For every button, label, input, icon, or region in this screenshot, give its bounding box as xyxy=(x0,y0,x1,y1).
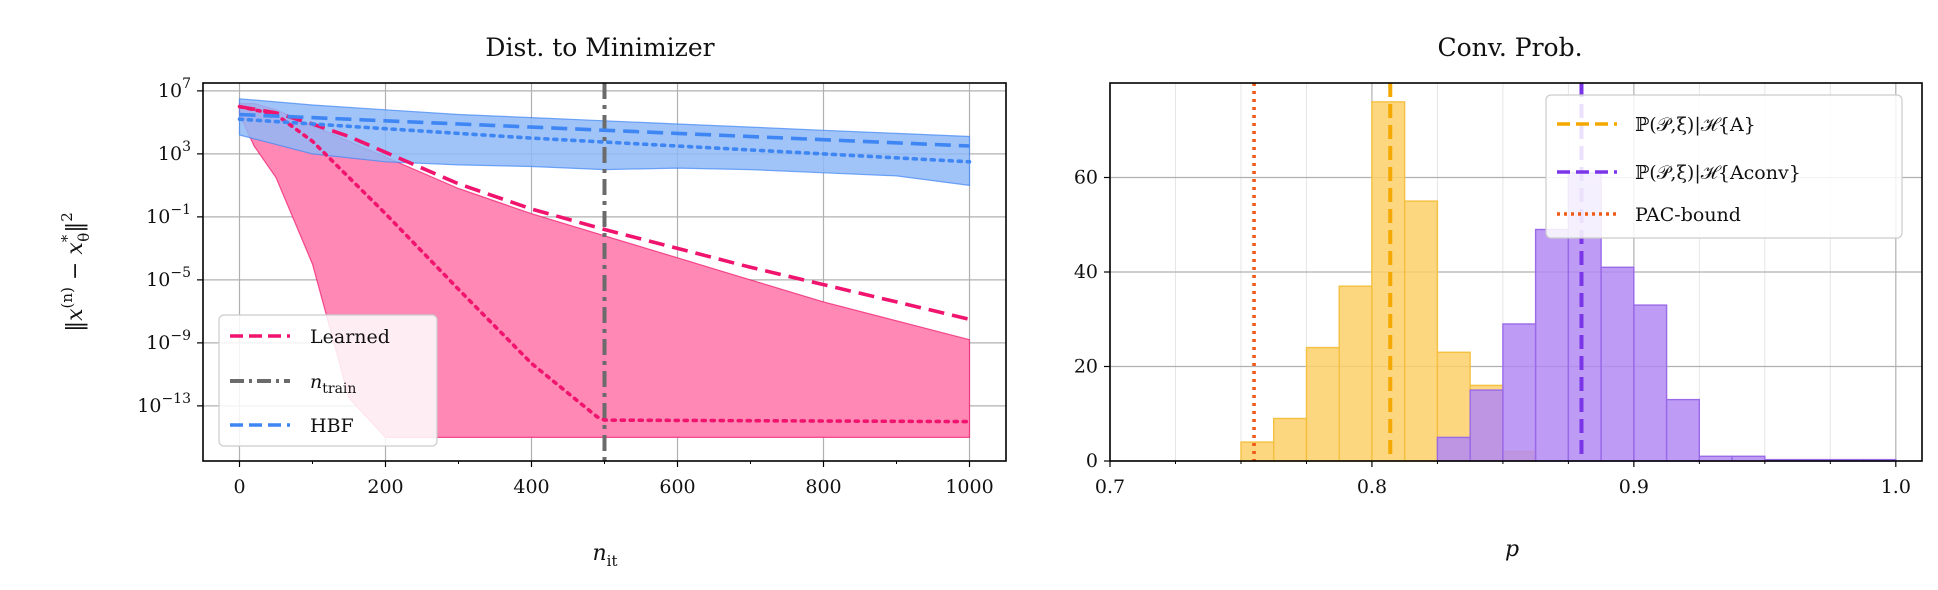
distance-plot: Dist. to Minimizer 0 200 400 600 800 1000 107 1… xyxy=(58,33,1007,570)
y-tick-label: 0 xyxy=(1086,450,1098,472)
distance-plot-legend: Learned ntrain HBF xyxy=(218,314,438,447)
hist-bar-aconv xyxy=(1502,323,1537,462)
hist-bar-aconv xyxy=(1600,266,1635,462)
distance-plot-ticks: 0 200 400 600 800 1000 107 103 10−1 10−5 10−9 10−13 xyxy=(137,76,993,498)
x-tick-label: 1.0 xyxy=(1881,476,1911,498)
y-tick-label: 10−1 xyxy=(146,202,191,228)
y-tick-label: 103 xyxy=(158,139,191,165)
hist-bar-aconv xyxy=(1534,228,1569,462)
y-tick-label: 10−13 xyxy=(137,391,191,417)
distance-plot-ylabel: ‖x(n) − x*θ‖2 xyxy=(58,212,93,332)
x-tick-label: 200 xyxy=(367,476,403,498)
y-tick-label: 10−9 xyxy=(146,328,191,354)
hist-bar-a xyxy=(1272,417,1308,462)
hist-bar-a xyxy=(1240,441,1275,462)
y-tick-label: 60 xyxy=(1074,167,1098,189)
convergence-plot-title: Conv. Prob. xyxy=(1437,33,1582,62)
x-tick-label: 0.7 xyxy=(1095,476,1125,498)
legend-learned-label: Learned xyxy=(310,326,390,348)
y-tick-label: 20 xyxy=(1074,356,1098,378)
x-tick-label: 400 xyxy=(513,476,549,498)
band-hbf xyxy=(238,98,971,187)
x-tick-label: 800 xyxy=(805,476,841,498)
x-tick-label: 600 xyxy=(659,476,695,498)
hist-bar-aconv xyxy=(1436,436,1471,462)
hist-bar-aconv xyxy=(1633,304,1668,462)
y-tick-label: 107 xyxy=(158,76,191,102)
x-tick-label: 0.8 xyxy=(1357,476,1387,498)
x-tick-label: 0 xyxy=(233,476,245,498)
legend-prob-a-label: ℙ(𝒫,ξ)|ℋ{A} xyxy=(1635,114,1756,136)
y-tick-label: 40 xyxy=(1074,261,1098,283)
legend-box xyxy=(1545,94,1903,239)
convergence-plot-xlabel: p xyxy=(1505,537,1519,562)
hist-bar-a xyxy=(1305,346,1340,462)
hist-bar-a xyxy=(1371,101,1406,462)
distance-plot-title: Dist. to Minimizer xyxy=(485,33,714,62)
x-tick-label: 0.9 xyxy=(1619,476,1649,498)
series-hbf-dashed xyxy=(239,112,970,148)
hist-bar-a xyxy=(1338,285,1373,462)
x-tick-label: 1000 xyxy=(945,476,993,498)
y-tick-label: 10−5 xyxy=(146,265,191,291)
legend-hbf-label: HBF xyxy=(310,415,354,437)
distance-plot-xlabel: nit xyxy=(593,541,618,570)
convergence-plot: Conv. Prob. 0.7 0.8 0.9 1.0 0 20 40 60 p ℙ(𝒫,ξ)… xyxy=(1074,33,1923,562)
legend-pac-bound-label: PAC-bound xyxy=(1635,204,1741,226)
convergence-plot-ticks: 0.7 0.8 0.9 1.0 0 20 40 60 xyxy=(1074,167,1911,499)
hist-bar-aconv xyxy=(1665,398,1700,462)
convergence-plot-bars xyxy=(1240,83,1897,462)
legend-prob-aconv-label: ℙ(𝒫,ξ)|ℋ{Aconv} xyxy=(1635,162,1801,184)
hist-bar-a xyxy=(1403,200,1439,462)
legend-ntrain-label: ntrain xyxy=(310,371,356,397)
legend-box xyxy=(218,314,438,447)
convergence-plot-legend: ℙ(𝒫,ξ)|ℋ{A} ℙ(𝒫,ξ)|ℋ{Aconv} PAC-bound xyxy=(1545,94,1903,239)
hist-bar-aconv xyxy=(1469,389,1504,462)
